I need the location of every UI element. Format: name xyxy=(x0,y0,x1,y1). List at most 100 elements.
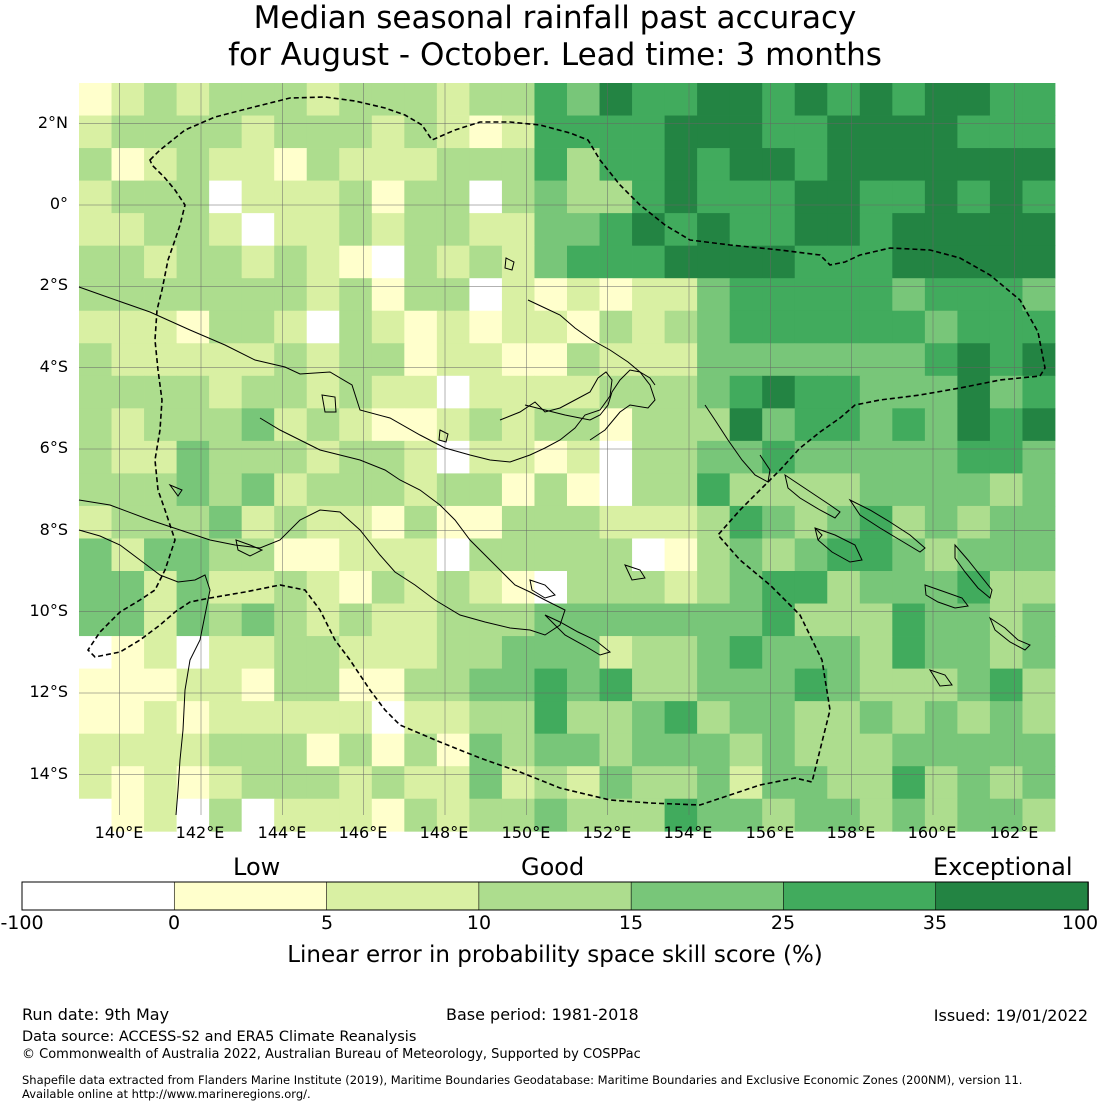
skill-cell xyxy=(436,213,470,247)
skill-cell xyxy=(436,180,470,214)
skill-cell xyxy=(924,375,958,409)
skill-cell xyxy=(729,505,763,539)
skill-cell xyxy=(404,375,438,409)
skill-cell xyxy=(241,733,275,767)
skill-cell xyxy=(599,571,633,604)
skill-cell xyxy=(241,473,275,507)
skill-cell xyxy=(729,310,763,344)
skill-cell xyxy=(404,603,438,637)
skill-cell xyxy=(567,408,600,442)
skill-cell xyxy=(501,733,535,767)
skill-cell xyxy=(241,375,275,409)
skill-cell xyxy=(144,538,177,572)
skill-cell xyxy=(144,148,177,181)
skill-cell xyxy=(859,148,893,181)
skill-cell xyxy=(794,440,828,474)
skill-cell xyxy=(371,245,405,279)
skill-cell xyxy=(567,571,600,604)
colorbar-category-good: Good xyxy=(521,853,585,881)
skill-cell xyxy=(241,180,275,214)
skill-cell xyxy=(599,115,633,149)
skill-cell xyxy=(79,766,112,800)
skill-cell xyxy=(924,440,958,474)
skill-cell xyxy=(111,310,145,344)
skill-cell xyxy=(371,668,405,702)
colorbar-category-exceptional: Exceptional xyxy=(933,853,1073,881)
colorbar-label: Linear error in probability space skill … xyxy=(287,942,823,968)
skill-cell xyxy=(827,310,861,344)
skill-cell xyxy=(209,375,243,409)
skill-cell xyxy=(924,408,958,442)
skill-cell xyxy=(436,505,470,539)
skill-cell xyxy=(144,798,177,832)
skill-cell xyxy=(697,505,731,539)
skill-cell xyxy=(241,83,275,116)
skill-cell xyxy=(729,180,763,214)
skill-cell xyxy=(697,180,731,214)
skill-cell xyxy=(632,115,665,149)
skill-cell xyxy=(241,310,275,344)
skill-cell xyxy=(632,408,665,442)
colorbar-tick: 35 xyxy=(922,912,948,934)
skill-cell xyxy=(144,83,177,116)
skill-cell xyxy=(371,733,405,767)
y-tick-label: 14°S xyxy=(29,764,68,783)
skill-cell xyxy=(436,636,470,669)
skill-cell xyxy=(632,701,665,735)
skill-cell xyxy=(632,440,665,474)
skill-cell xyxy=(794,375,828,409)
skill-cell xyxy=(729,375,763,409)
data-source: Data source: ACCESS-S2 and ERA5 Climate … xyxy=(22,1029,417,1045)
skill-cell xyxy=(664,538,698,572)
skill-cell xyxy=(371,278,405,312)
skill-cell xyxy=(111,603,145,637)
skill-cell xyxy=(827,148,861,181)
colorbar-tick: 0 xyxy=(167,912,181,934)
skill-cell xyxy=(1022,636,1056,669)
skill-cell xyxy=(436,375,470,409)
skill-cell xyxy=(762,343,796,377)
colorbar xyxy=(21,881,1089,911)
skill-cell xyxy=(176,766,210,800)
skill-cell xyxy=(827,505,861,539)
skill-cell xyxy=(599,733,633,767)
skill-cell xyxy=(209,148,243,181)
skill-cell xyxy=(567,668,600,702)
coastline-new-guinea-north xyxy=(78,286,613,463)
skill-cell xyxy=(859,571,893,604)
coastline-new-ireland xyxy=(527,299,656,386)
skill-cell xyxy=(827,278,861,312)
skill-cell xyxy=(501,538,535,572)
skill-cell xyxy=(892,115,926,149)
skill-cell xyxy=(436,701,470,735)
skill-cell xyxy=(176,733,210,767)
skill-cell xyxy=(892,83,926,116)
skill-cell xyxy=(241,603,275,637)
skill-cell xyxy=(274,505,308,539)
skill-cell xyxy=(306,245,340,279)
skill-cell xyxy=(469,668,503,702)
skill-cell xyxy=(827,603,861,637)
skill-cell xyxy=(664,408,698,442)
skill-cell xyxy=(469,701,503,735)
skill-cell xyxy=(632,278,665,312)
skill-cell xyxy=(762,408,796,442)
skill-cell xyxy=(111,245,145,279)
skill-cell xyxy=(794,505,828,539)
skill-cell xyxy=(567,310,600,344)
skill-cell xyxy=(567,798,600,832)
skill-cell xyxy=(697,408,731,442)
skill-cell xyxy=(176,636,210,669)
skill-cell xyxy=(1022,505,1056,539)
skill-cell xyxy=(567,343,600,377)
skill-cell xyxy=(599,310,633,344)
skill-cell xyxy=(599,636,633,669)
skill-cell xyxy=(794,310,828,344)
skill-cell xyxy=(371,375,405,409)
skill-cell xyxy=(274,343,308,377)
skill-cell xyxy=(924,766,958,800)
y-tick-label: 12°S xyxy=(29,682,68,701)
skill-cell xyxy=(469,278,503,312)
skill-cell xyxy=(501,213,535,247)
skill-cell xyxy=(1022,180,1056,214)
